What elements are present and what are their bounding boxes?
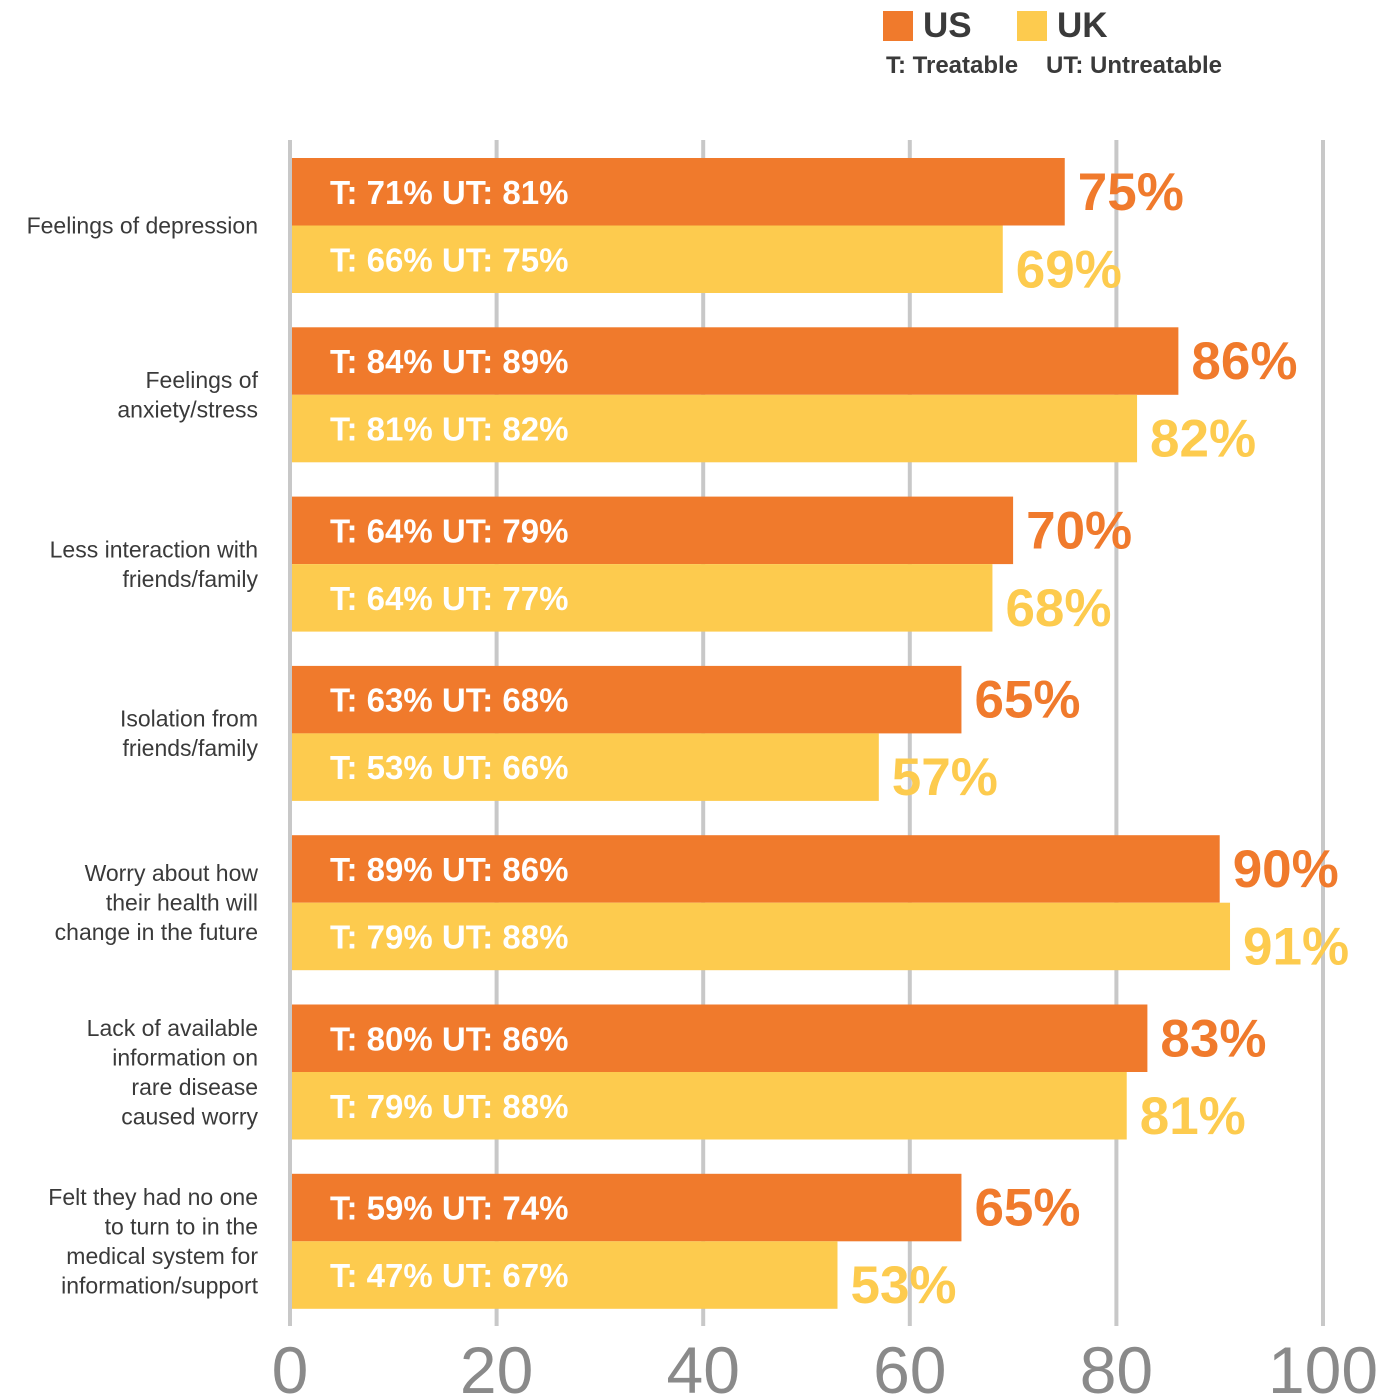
bar-value-label: 86% [1191,332,1297,391]
category-label: rare disease [131,1074,258,1100]
category-label: friends/family [123,566,259,592]
bar-uk [292,1241,838,1309]
legend-us: US [883,8,972,43]
category-label: Felt they had no one [48,1184,258,1210]
bar-uk [292,733,879,801]
category-label: caused worry [121,1103,258,1129]
category-label: information/support [61,1273,258,1299]
legend-untreatable-note: UT: Untreatable [1046,52,1223,79]
bar-us [292,665,962,734]
bar-value-label: 70% [1026,501,1132,560]
bar-value-label: 65% [974,671,1080,730]
bar-uk [292,225,1003,293]
category-label: Worry about how [85,860,259,886]
x-tick-label: 20 [460,1333,533,1397]
bar-value-label: 75% [1078,163,1184,222]
bar-us [292,496,1014,565]
bar-value-label: 81% [1140,1087,1246,1146]
bar-value-label: 91% [1243,917,1349,976]
category-label: information on [112,1044,258,1070]
bar-inner-label: T: 80% UT: 86% [330,1020,568,1057]
bar-inner-label: T: 79% UT: 88% [330,918,568,955]
legend-uk-swatch [1017,10,1047,41]
category-label: Feelings of [145,367,258,393]
legend-uk-label: UK [1057,6,1108,45]
bar-us [292,1173,962,1242]
category-label: Lack of available [87,1015,258,1041]
category-label: medical system for [66,1243,258,1269]
bar-us [292,158,1065,226]
bar-uk [292,564,993,632]
legend-treatable-note: T: Treatable [886,52,1019,79]
x-tick-label: 40 [666,1333,739,1397]
bar-value-label: 90% [1233,840,1339,899]
bar-value-label: 83% [1160,1009,1266,1068]
bar-inner-label: T: 71% UT: 81% [330,174,568,211]
legend-us-label: US [923,6,972,45]
bar-inner-label: T: 79% UT: 88% [330,1088,568,1125]
bar-value-label: 69% [1016,240,1122,299]
bar-uk [292,902,1231,971]
bar-value-label: 57% [892,748,998,807]
x-tick-label: 60 [873,1333,946,1397]
bar-inner-label: T: 53% UT: 66% [330,749,568,786]
bar-inner-label: T: 64% UT: 79% [330,512,568,549]
legend-uk: UK [1017,8,1108,43]
bar-inner-label: T: 47% UT: 67% [330,1257,568,1294]
bar-inner-label: T: 64% UT: 77% [330,580,568,617]
bar-us [292,835,1220,903]
category-label: Isolation from [120,706,258,732]
bar-inner-label: T: 59% UT: 74% [330,1190,568,1227]
category-label: friends/family [123,735,259,761]
category-label: to turn to in the [105,1214,258,1240]
category-label: Less interaction with [50,536,258,562]
category-label: Feelings of depression [27,213,258,239]
x-tick-label: 0 [272,1333,309,1397]
bar-inner-label: T: 84% UT: 89% [330,343,568,380]
bar-value-label: 65% [974,1179,1080,1238]
bar-inner-label: T: 89% UT: 86% [330,851,568,888]
bar-value-label: 53% [850,1256,956,1315]
bar-us [292,327,1179,395]
bar-uk [292,394,1138,463]
category-label: their health will [106,890,258,916]
x-tick-label: 100 [1268,1333,1378,1397]
x-tick-label: 80 [1080,1333,1153,1397]
bar-value-label: 68% [1005,579,1111,638]
bar-value-label: 82% [1150,410,1256,469]
bar-inner-label: T: 81% UT: 82% [330,411,568,448]
bar-uk [292,1072,1127,1140]
category-label: anxiety/stress [117,397,258,423]
bar-us [292,1004,1148,1072]
bar-inner-label: T: 63% UT: 68% [330,682,568,719]
category-label: change in the future [55,919,258,945]
bar-inner-label: T: 66% UT: 75% [330,241,568,278]
legend-us-swatch [883,10,913,41]
